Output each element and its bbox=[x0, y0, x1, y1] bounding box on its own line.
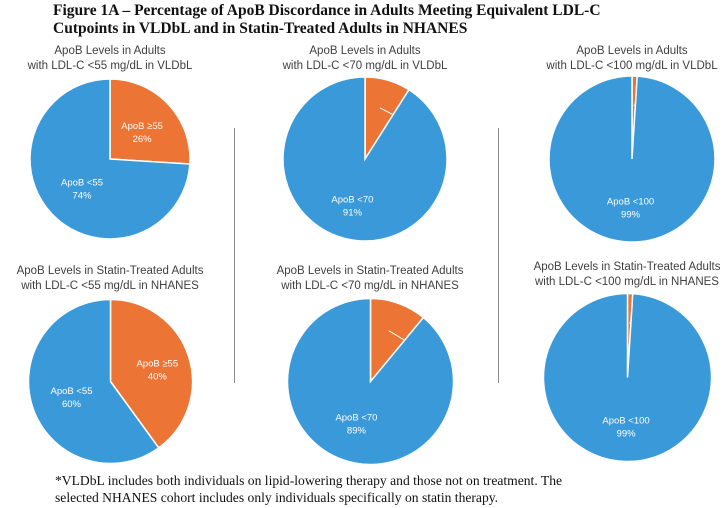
pie-chart-vldbl-100: ApoB Levels in Adults with LDL-C <100 mg… bbox=[532, 44, 727, 244]
pie-slice-below bbox=[282, 76, 448, 242]
slice-value-label: 91% bbox=[343, 207, 363, 218]
chart-title: ApoB Levels in Statin-Treated Adults wit… bbox=[16, 265, 204, 292]
pie-chart-nhanes-55: ApoB Levels in Statin-Treated Adults wit… bbox=[5, 264, 215, 469]
pie-slice-below bbox=[29, 78, 191, 240]
slice-label: ApoB <70 bbox=[331, 194, 373, 205]
pie-chart-nhanes-100: ApoB Levels in Statin-Treated Adults wit… bbox=[522, 260, 727, 465]
chart-title: ApoB Levels in Adults with LDL-C <70 mg/… bbox=[282, 45, 448, 72]
slice-value-label: 26% bbox=[133, 134, 153, 145]
footnote: *VLDbL includes both individuals on lipi… bbox=[55, 473, 563, 505]
pie-slice-below bbox=[542, 292, 712, 463]
slice-label: ApoB ≥55 bbox=[121, 121, 163, 132]
slice-value-label: 89% bbox=[346, 426, 366, 437]
pie-svg: ApoB ≥55 40% ApoB <55 60% bbox=[27, 298, 193, 465]
chart-title: ApoB Levels in Statin-Treated Adults wit… bbox=[276, 265, 464, 292]
pie-chart-nhanes-70: ApoB Levels in Statin-Treated Adults wit… bbox=[265, 264, 475, 469]
chart-title: ApoB Levels in Adults with LDL-C <55 mg/… bbox=[27, 45, 193, 72]
pie-slice-below bbox=[286, 297, 454, 466]
pie-chart-vldbl-70: ApoB Levels in Adults with LDL-C <70 mg/… bbox=[265, 44, 465, 244]
slice-value-label: 40% bbox=[147, 371, 167, 382]
chart-title: ApoB Levels in Adults with LDL-C <100 mg… bbox=[546, 45, 718, 72]
slice-value-label: 60% bbox=[61, 399, 81, 410]
figure-title: Figure 1A – Percentage of ApoB Discordan… bbox=[53, 2, 601, 37]
chart-title: ApoB Levels in Statin-Treated Adults wit… bbox=[533, 261, 721, 288]
pie-chart-vldbl-55: ApoB Levels in Adults with LDL-C <55 mg/… bbox=[10, 44, 210, 244]
slice-label: ApoB <100 bbox=[607, 197, 654, 208]
column-divider-right bbox=[498, 128, 499, 383]
pie-slice-above bbox=[109, 298, 193, 449]
pie-slice-below bbox=[27, 298, 160, 465]
slice-label: ApoB <70 bbox=[335, 413, 377, 424]
pie-slice-below bbox=[548, 75, 716, 243]
slice-label: ApoB <55 bbox=[50, 386, 92, 397]
slice-label: ApoB <100 bbox=[602, 416, 649, 427]
slice-label: ApoB <55 bbox=[61, 177, 103, 188]
column-divider-left bbox=[234, 128, 235, 383]
pie-svg: ApoB ≥55 26% ApoB <55 74% bbox=[29, 78, 191, 240]
slice-value-label: 99% bbox=[621, 210, 641, 221]
pie-slice-above bbox=[109, 78, 191, 165]
slice-label: ApoB ≥55 bbox=[136, 358, 178, 369]
slice-value-label: 74% bbox=[72, 190, 92, 201]
slice-value-label: 99% bbox=[616, 429, 636, 440]
